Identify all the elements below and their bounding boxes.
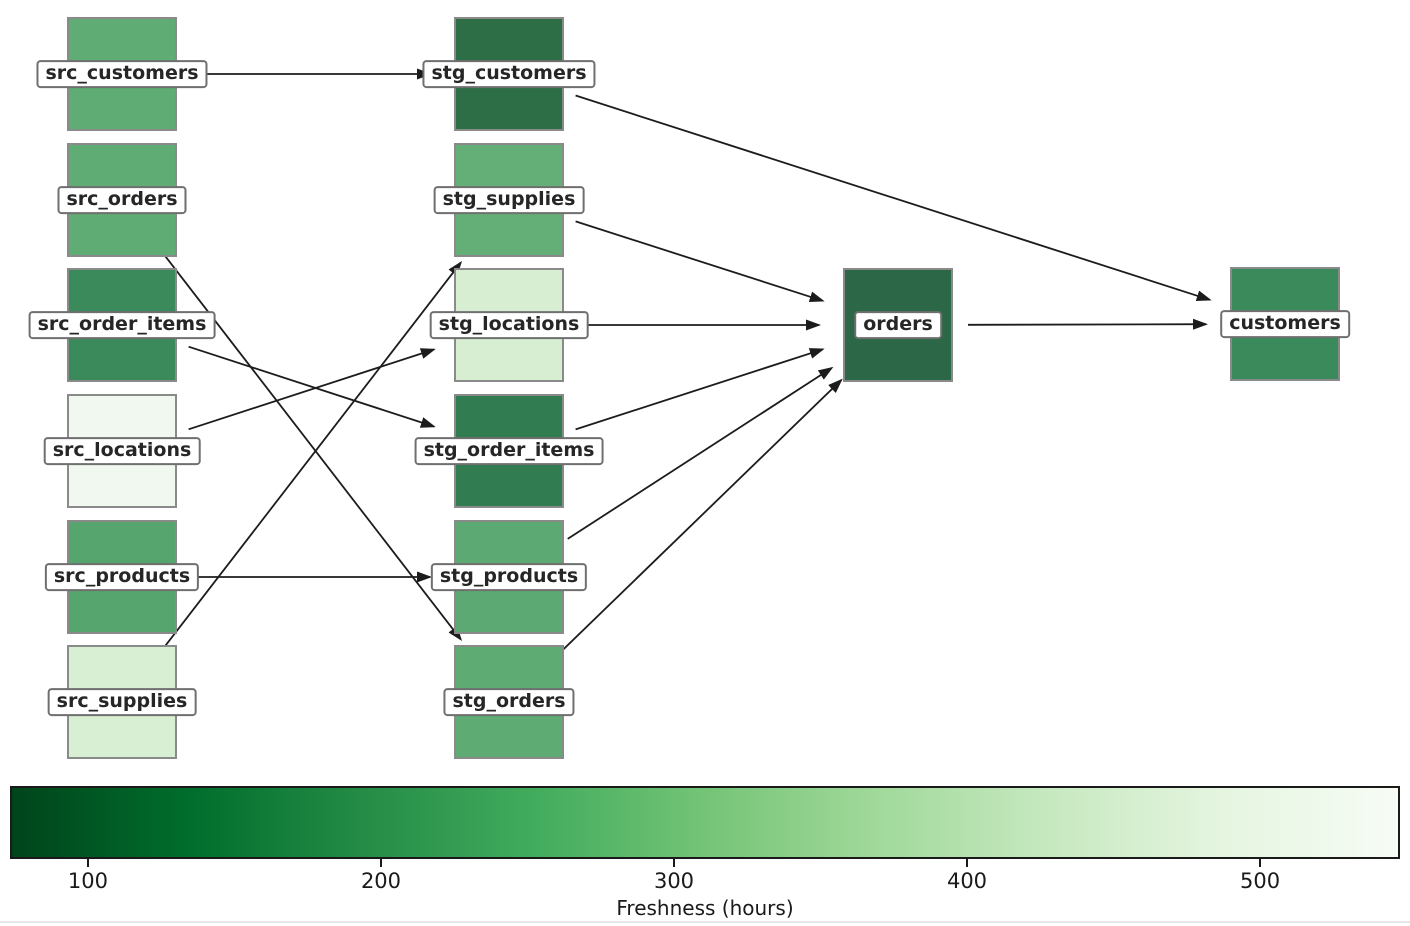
node-src_locations: [67, 394, 177, 508]
node-orders: [843, 268, 953, 382]
freshness-colorbar: [10, 786, 1400, 859]
edge-src_locations-to-stg_locations: [188, 348, 436, 431]
colorbar-tick-500: [1259, 859, 1262, 867]
edge-src_order_items-to-stg_order_items: [188, 345, 436, 428]
edge-stg_orders-to-orders: [558, 378, 843, 654]
edge-src_orders-to-stg_orders: [163, 254, 463, 641]
edge-stg_products-to-orders: [567, 366, 834, 540]
edge-src_supplies-to-stg_supplies: [163, 261, 463, 648]
node-src_products: [67, 520, 177, 634]
colorbar-tick-label-100: 100: [67, 869, 109, 893]
node-src_order_items: [67, 268, 177, 382]
node-stg_orders: [454, 645, 564, 759]
node-stg_customers: [454, 17, 564, 131]
node-stg_supplies: [454, 143, 564, 257]
node-stg_order_items: [454, 394, 564, 508]
colorbar-tick-label-500: 500: [1239, 869, 1281, 893]
node-stg_locations: [454, 268, 564, 382]
edge-stg_order_items-to-orders: [575, 348, 825, 431]
edge-orders-to-customers: [967, 318, 1208, 330]
node-src_orders: [67, 143, 177, 257]
colorbar-tick-label-400: 400: [946, 869, 988, 893]
node-src_supplies: [67, 645, 177, 759]
colorbar-axis-label: Freshness (hours): [616, 896, 794, 920]
colorbar-tick-200: [379, 859, 382, 867]
colorbar-tick-100: [86, 859, 89, 867]
colorbar-tick-label-200: 200: [360, 869, 402, 893]
edge-stg_supplies-to-orders: [575, 220, 825, 303]
node-stg_products: [454, 520, 564, 634]
node-src_customers: [67, 17, 177, 131]
edge-stg_customers-to-customers: [575, 94, 1212, 302]
colorbar-tick-label-300: 300: [653, 869, 695, 893]
colorbar-tick-400: [966, 859, 968, 867]
figure-bottom-divider: [0, 921, 1410, 923]
node-customers: [1230, 267, 1340, 381]
colorbar-tick-300: [673, 859, 675, 867]
